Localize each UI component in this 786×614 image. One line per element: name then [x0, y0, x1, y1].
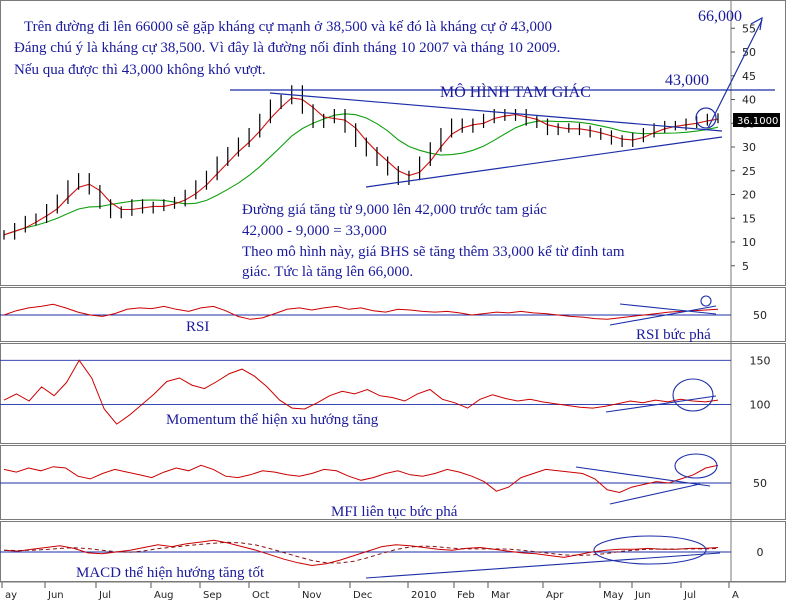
mfi-circle [674, 453, 718, 479]
mfi-series: 50 [0, 464, 767, 494]
rsi-breakout-circle [700, 295, 712, 307]
mfi-label: MFI liên tục bức phá [331, 504, 458, 520]
macd-label: MACD thể hiện hướng tăng tốt [76, 565, 265, 581]
price-series [3, 85, 719, 240]
projection-arrowhead [750, 16, 763, 31]
note-line-2: 42,000 - 9,000 = 33,000 [242, 223, 387, 239]
pattern-title: MÔ HÌNH TAM GIÁC [440, 82, 591, 101]
mfi-tick-label-0: 50 [753, 477, 767, 490]
rsi-series: 50 [0, 303, 767, 322]
price-tick-label-7: 40 [742, 94, 756, 107]
month-label-6: Nov [302, 590, 322, 601]
month-label-5: Oct [252, 590, 269, 601]
month-label-13: Jun [634, 590, 651, 601]
breakout-circle [695, 107, 717, 129]
month-axis: ay Jun Jul Aug Sep Oct Nov Dec 2010 Feb Mar Apr May J… [0, 581, 786, 601]
note-line-4: giác. Tức là tăng lên 66,000. [242, 264, 413, 280]
mfi-upper-trend [575, 466, 711, 487]
price-tick-label-0: 5 [742, 260, 749, 273]
last-price-badge-bg [733, 113, 780, 127]
last-price-badge: 36.1000 [733, 113, 780, 127]
header-line-2: Đáng chú ý là kháng cự 38,500. Vì đây là… [14, 40, 560, 56]
triangle-upper-line [269, 92, 723, 132]
month-label-3: Aug [154, 590, 174, 601]
last-price-badge-text: 36.1000 [737, 116, 778, 127]
month-label-8: 2010 [411, 590, 436, 601]
rsi-line [3, 303, 719, 320]
price-tick-label-3: 20 [742, 189, 756, 202]
macd-signal-line [3, 541, 719, 564]
rsi-breakout-label: RSI bức phá [636, 327, 711, 343]
month-label-12: May [603, 590, 624, 601]
month-label-10: Mar [491, 590, 511, 601]
macd-trend [365, 552, 721, 579]
price-tick-label-4: 25 [742, 165, 756, 178]
note-line-3: Theo mô hình này, giá BHS sẽ tăng thêm 3… [242, 244, 625, 260]
month-label-14: Jul [683, 590, 696, 601]
indicator-guides [365, 295, 721, 579]
price-tick-label-5: 30 [742, 141, 756, 154]
macd-series: 0 [0, 539, 764, 567]
price-y-axis: 510152025303540455055 [731, 22, 756, 273]
momentum-trend [605, 395, 717, 413]
momentum-tick-label-1: 150 [750, 354, 771, 367]
month-label-4: Sep [203, 590, 222, 601]
month-label-2: Jul [98, 590, 111, 601]
price-tick-label-9: 50 [742, 46, 756, 59]
ma-fast-line [3, 97, 719, 236]
month-label-7: Dec [353, 590, 372, 601]
momentum-panel-frame [0, 343, 786, 444]
price-tick-label-1: 10 [742, 236, 756, 249]
rsi-lower-trend [609, 305, 717, 326]
month-label-0: ay [5, 590, 17, 601]
triangle-lower-line [365, 136, 723, 188]
macd-line [3, 539, 719, 567]
triangle-pattern [230, 16, 775, 188]
momentum-tick-label-0: 100 [750, 399, 771, 412]
momentum-series: 100 150 [0, 354, 771, 425]
header-line-3: Nếu qua được thì 43,000 không khó vượt. [14, 62, 266, 78]
rsi-upper-trend [619, 303, 717, 315]
price-tick-label-2: 15 [742, 212, 756, 225]
momentum-label: Momentum thể hiện xu hướng tăng [166, 412, 379, 428]
price-tick-label-10: 55 [742, 22, 756, 35]
target-66000-label: 66,000 [698, 8, 742, 25]
price-tick-label-8: 45 [742, 70, 756, 83]
mfi-lower-trend [609, 483, 701, 505]
month-label-9: Feb [457, 590, 475, 601]
macd-circle [593, 535, 707, 565]
rsi-tick-label-0: 50 [753, 309, 767, 322]
momentum-circle [672, 378, 714, 412]
header-line-1: Trên đường đi lên 66000 sẽ gặp kháng cự … [24, 19, 552, 35]
momentum-line [3, 359, 719, 425]
resistance-43000-label: 43,000 [665, 72, 709, 89]
month-label-1: Jun [47, 590, 64, 601]
ma-slow-line [3, 113, 719, 236]
projection-arrow-line [707, 19, 763, 129]
month-label-11: Apr [546, 590, 564, 601]
note-line-1: Đường giá tăng từ 9,000 lên 42,000 trước… [242, 202, 547, 218]
mfi-line [3, 464, 719, 494]
macd-tick-label-0: 0 [757, 546, 764, 559]
rsi-label: RSI [186, 319, 209, 335]
month-label-15: A [732, 590, 739, 601]
